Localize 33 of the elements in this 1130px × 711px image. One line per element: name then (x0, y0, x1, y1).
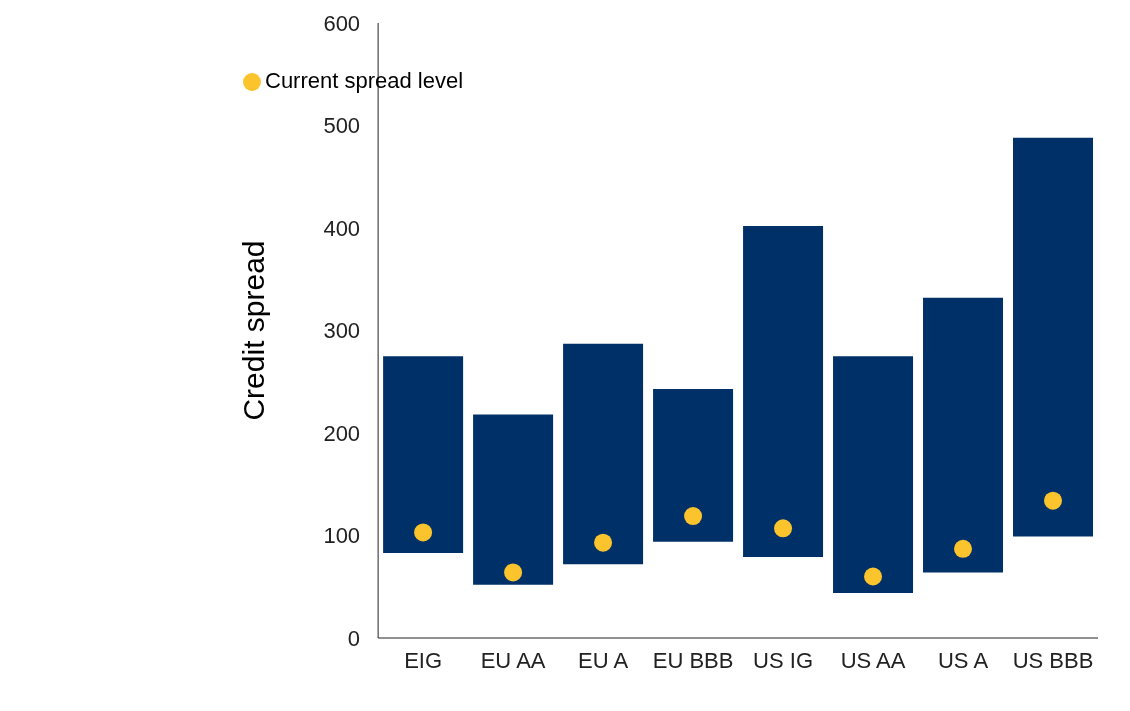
y-tick-label: 300 (323, 318, 361, 344)
x-tick-label: EIG (404, 647, 443, 673)
bar (743, 225, 824, 558)
x-tick-label: US A (937, 647, 989, 673)
y-tick-label: 200 (323, 420, 361, 446)
bar (833, 356, 914, 593)
y-tick-label: 100 (323, 523, 361, 549)
y-tick-label: 0 (347, 625, 361, 651)
y-tick-label: 600 (323, 10, 361, 36)
bar (473, 414, 554, 585)
bar (923, 297, 1004, 573)
y-tick-label: 400 (323, 215, 361, 241)
point (684, 507, 703, 526)
x-tick-label: US IG (753, 647, 813, 673)
x-tick-label: EU BBB (652, 647, 734, 673)
bar (563, 343, 644, 565)
legend-label: Current spread level (265, 68, 464, 93)
y-axis-title: Credit spread (236, 240, 270, 421)
point (864, 567, 883, 586)
bar (653, 388, 734, 542)
x-tick-label: EU AA (480, 647, 546, 673)
point (954, 539, 973, 558)
x-tick-label: EU A (578, 647, 629, 673)
point (594, 533, 613, 552)
point (774, 519, 793, 538)
point (504, 563, 523, 582)
point (414, 523, 433, 542)
x-tick-label: US BBB (1012, 647, 1094, 673)
y-tick-label: 500 (323, 113, 361, 139)
bar (383, 356, 464, 553)
x-tick-label: US AA (840, 647, 906, 673)
point (1044, 491, 1063, 510)
bar (1013, 137, 1094, 537)
